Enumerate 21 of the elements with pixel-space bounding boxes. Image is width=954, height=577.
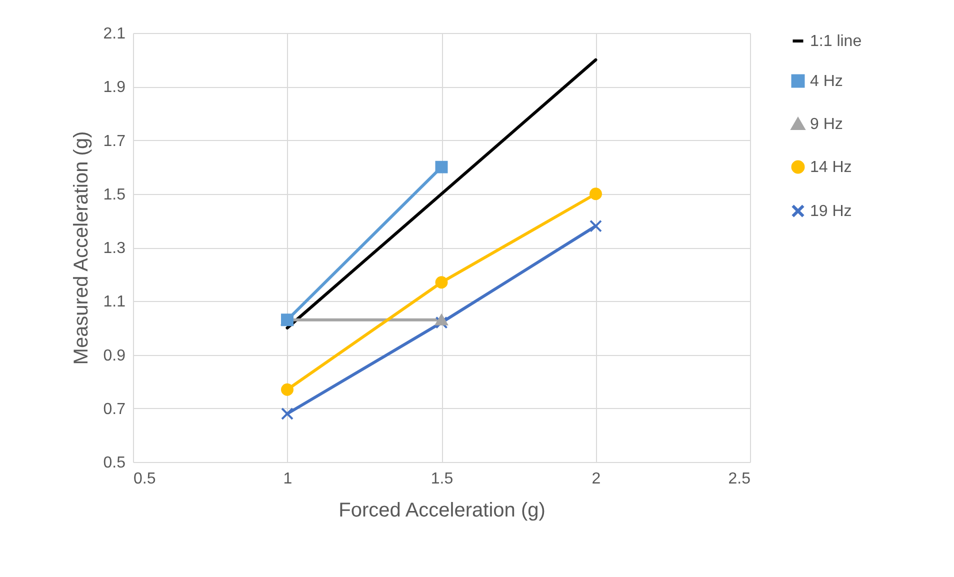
y-tick-label: 1.7 — [103, 132, 126, 150]
y-axis-title: Measured Acceleration (g) — [70, 131, 92, 365]
legend-label: 9 Hz — [810, 116, 843, 133]
y-tick-label: 1.3 — [103, 240, 126, 257]
y-tick-label: 1.1 — [103, 294, 126, 311]
x-tick-label: 1.5 — [430, 470, 454, 488]
y-tick-label: 0.7 — [103, 400, 126, 418]
y-tick-label: 0.5 — [103, 454, 126, 472]
x-tick-label: 0.5 — [134, 470, 156, 488]
legend-label: 4 Hz — [810, 73, 843, 90]
y-tick-label: 2.1 — [103, 26, 126, 42]
y-tick-label: 1.9 — [103, 79, 126, 96]
x-tick-label: 1 — [283, 470, 292, 488]
y-tick-label: 0.9 — [103, 347, 126, 364]
y-tick-label: 1.5 — [103, 186, 126, 204]
legend-label: 19 Hz — [810, 203, 852, 220]
x-tick-label: 2.5 — [728, 470, 751, 488]
legend-label: 14 Hz — [810, 159, 852, 176]
x-tick-label: 2 — [592, 470, 601, 488]
x-axis-title: Forced Acceleration (g) — [338, 500, 546, 522]
legend-label: 1:1 line — [810, 33, 862, 50]
